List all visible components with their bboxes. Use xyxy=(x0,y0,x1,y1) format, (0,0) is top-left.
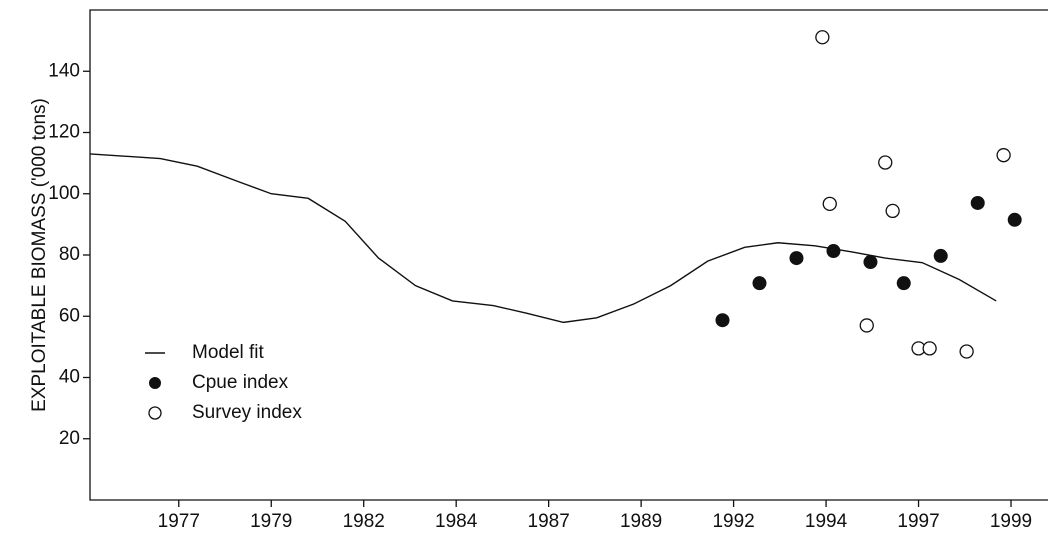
cpue-point xyxy=(933,248,948,263)
survey-point xyxy=(822,196,837,212)
survey-point xyxy=(815,30,830,45)
x-tick-label: 1984 xyxy=(435,511,478,532)
legend-label: Model fit xyxy=(192,342,265,363)
cpue-point xyxy=(715,313,730,328)
cpue-point xyxy=(970,195,985,210)
x-tick-label: 1992 xyxy=(712,511,754,532)
survey-point xyxy=(859,318,874,333)
x-tick-label: 1987 xyxy=(528,511,570,532)
survey-point xyxy=(885,203,900,219)
y-tick-label: 140 xyxy=(48,60,80,81)
x-tick-label: 1977 xyxy=(158,511,200,532)
y-axis-label: EXPLOITABLE BIOMASS ('000 tons) xyxy=(29,98,50,412)
y-tick-label: 120 xyxy=(48,122,80,143)
model-line xyxy=(89,153,997,324)
x-tick-label: 1997 xyxy=(897,511,939,532)
x-tick-label: 1982 xyxy=(343,511,385,532)
axes xyxy=(89,9,1048,501)
y-tick-label: 60 xyxy=(59,305,80,326)
cpue-point xyxy=(896,276,911,291)
x-tick-label: 1999 xyxy=(990,511,1032,532)
cpue-point xyxy=(826,244,841,259)
x-tick-label: 1979 xyxy=(250,511,292,532)
legend-circle xyxy=(148,406,162,420)
survey-point xyxy=(922,341,937,356)
cpue-point xyxy=(789,251,804,266)
survey-point xyxy=(959,344,974,359)
survey-point xyxy=(878,155,893,170)
y-tick-label: 80 xyxy=(59,244,80,265)
y-tick-label: 40 xyxy=(59,367,80,388)
legend-label: Cpue index xyxy=(192,372,289,393)
x-tick-label: 1989 xyxy=(620,511,662,532)
cpue-point xyxy=(863,255,878,270)
y-tick-label: 100 xyxy=(48,183,80,204)
survey-point xyxy=(996,148,1011,163)
cpue-point xyxy=(1007,212,1022,227)
y-tick-label: 20 xyxy=(59,428,80,449)
legend-dot xyxy=(149,377,161,389)
cpue-point xyxy=(752,276,767,291)
legend-label: Survey index xyxy=(192,402,302,423)
x-tick-label: 1994 xyxy=(805,511,848,532)
